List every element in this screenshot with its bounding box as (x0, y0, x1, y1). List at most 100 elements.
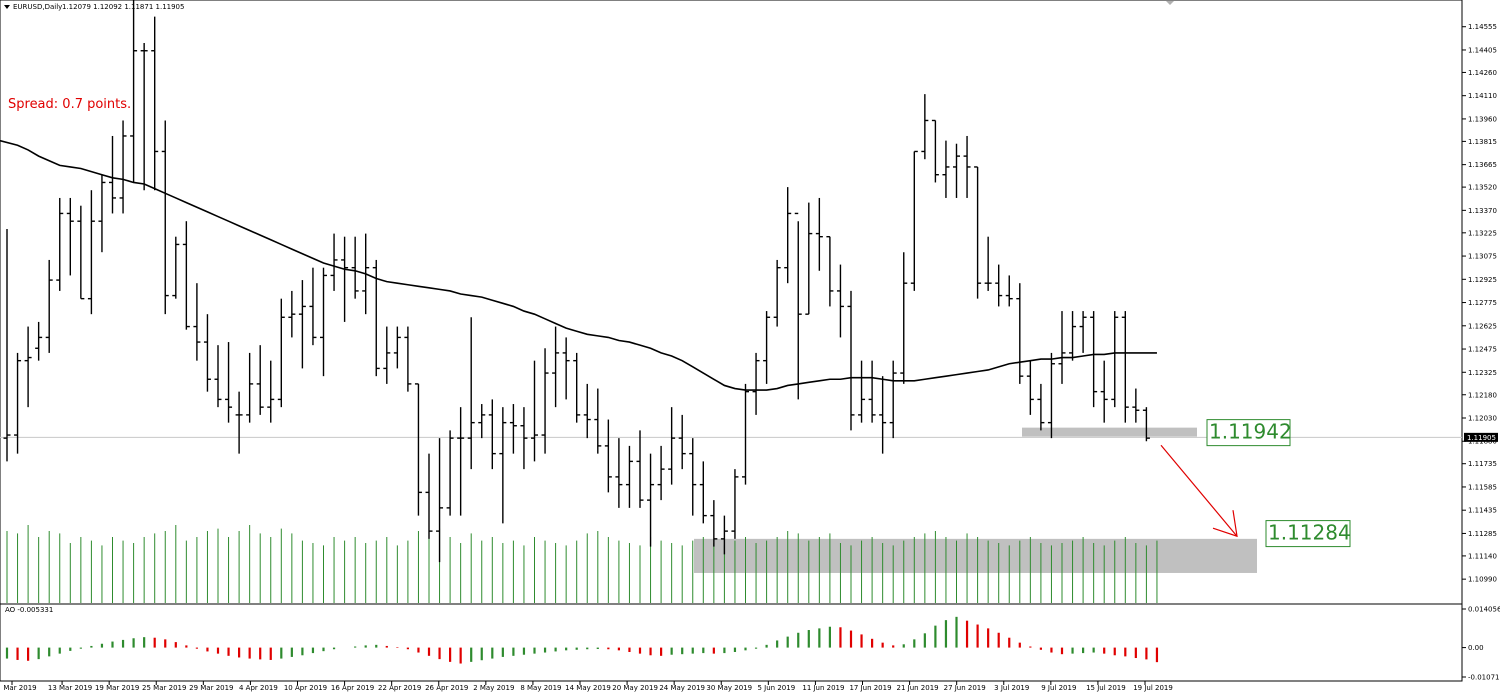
price-tick-label: 1.14555 (1468, 23, 1497, 31)
ohlc-bar (499, 407, 507, 524)
price-tick-label: 1.13075 (1468, 253, 1497, 261)
ohlc-bar (573, 352, 581, 423)
ohlc-bar (172, 236, 180, 299)
price-tick-label: 1.13960 (1468, 115, 1497, 123)
ohlc-bar (604, 419, 612, 493)
ohlc-bar (836, 264, 844, 338)
ohlc-bar (3, 228, 11, 462)
ohlc-bar (1047, 352, 1055, 439)
time-tick-label: 25 Mar 2019 (142, 684, 186, 692)
ohlc-bar (457, 407, 465, 516)
price-tick-label: 1.12475 (1468, 346, 1497, 354)
time-tick-label: 19 Jul 2019 (1133, 684, 1173, 692)
ohlc-bar (752, 352, 760, 415)
time-tick-label: 8 May 2019 (520, 684, 561, 692)
price-tick-label: 1.12625 (1468, 322, 1497, 330)
ohlc-bar (910, 150, 918, 291)
ohlc-bar (995, 264, 1003, 307)
time-tick-label: 21 Jun 2019 (897, 684, 939, 692)
volume-histogram (6, 525, 1158, 603)
ao-panel[interactable] (0, 603, 1463, 682)
ohlc-bar (235, 391, 243, 454)
time-tick-label: 26 Apr 2019 (425, 684, 468, 692)
price-tick-label: 1.11435 (1468, 507, 1497, 515)
ohlc-bar (763, 311, 771, 384)
ohlc-bar (404, 326, 412, 392)
ohlc-bar (45, 259, 53, 353)
ao-tick-label: 0.00 (1468, 644, 1484, 652)
ohlc-bar (868, 360, 876, 423)
ao-histogram (5, 616, 1159, 664)
current-price-label: 1.11905 (1467, 434, 1496, 442)
price-panel[interactable] (0, 0, 1463, 605)
ohlc-bar (858, 360, 866, 423)
time-tick-label: 9 Jul 2019 (1041, 684, 1076, 692)
ohlc-bar (1079, 311, 1087, 353)
ohlc-bar (805, 202, 813, 315)
ohlc-bar (1111, 311, 1119, 408)
ohlc-bar (341, 236, 349, 322)
ohlc-bar (1142, 407, 1150, 442)
ao-axis-ticks: 0.014056 0.00 -0.01071 (1462, 606, 1500, 682)
ohlc-bar (921, 94, 929, 160)
level-label-2: 1.11284 (1265, 520, 1351, 548)
ohlc-bar (1090, 311, 1098, 408)
price-tick-label: 1.14260 (1468, 69, 1497, 77)
time-tick-label: 4 Apr 2019 (239, 684, 278, 692)
time-tick-label: 13 Mar 2019 (48, 684, 92, 692)
ohlc-bar (583, 383, 591, 439)
time-tick-label: 20 May 2019 (612, 684, 658, 692)
ohlc-bar (182, 221, 190, 330)
ohlc-bar (794, 212, 802, 400)
ohlc-bar (984, 236, 992, 291)
ohlc-bar (953, 143, 960, 198)
ohlc-bar (668, 407, 676, 485)
price-tick-label: 1.12325 (1468, 369, 1497, 377)
ohlc-bar (98, 174, 106, 253)
ohlc-bar (931, 119, 939, 183)
ohlc-bar (214, 345, 222, 408)
spread-label: Spread: 0.7 points. (8, 97, 131, 112)
time-tick-label: 27 Jun 2019 (944, 684, 986, 692)
ohlc-bar (847, 290, 855, 431)
ohlc-bar (140, 42, 148, 191)
symbol-header: EURUSD,Daily (13, 3, 62, 11)
moving-average-line (0, 139, 1157, 391)
price-tick-label: 1.12180 (1468, 391, 1497, 399)
ohlc-bar (541, 348, 549, 454)
ohlc-bar (942, 140, 950, 198)
price-tick-label: 1.13815 (1468, 138, 1497, 146)
time-tick-label: 17 Jun 2019 (849, 684, 891, 692)
price-tick-label: 1.14405 (1468, 46, 1497, 54)
ao-tick-label: 0.014056 (1468, 606, 1500, 614)
collapse-triangle-icon[interactable] (4, 5, 10, 9)
forecast-arrow (1160, 444, 1238, 537)
ohlc-bar (1058, 311, 1066, 384)
ohlc-bar (1132, 388, 1140, 423)
price-tick-label: 1.11140 (1468, 552, 1497, 560)
price-tick-label: 1.13665 (1468, 161, 1497, 169)
ohlc-bar (636, 430, 644, 508)
time-tick-label: 19 Mar 2019 (95, 684, 139, 692)
ohlc-bar (351, 236, 359, 299)
time-tick-label: 10 Apr 2019 (284, 684, 327, 692)
ohlc-bar (900, 252, 908, 384)
ohlc-bar (731, 469, 739, 539)
ohlc-bar (35, 321, 43, 361)
support-zone-1 (1022, 427, 1197, 437)
level-label-1: 1.11942 (1206, 419, 1292, 447)
time-tick-label: 30 May 2019 (706, 684, 752, 692)
ohlc-bar (66, 197, 74, 276)
time-tick-label: 15 Jul 2019 (1086, 684, 1126, 692)
ao-tick-label: -0.01071 (1468, 674, 1499, 682)
ohlc-bar (446, 430, 454, 516)
ohlc-bar (699, 461, 707, 524)
time-tick-label: 5 Jun 2019 (758, 684, 796, 692)
ohlc-bar (298, 280, 306, 369)
chart-shift-marker-icon[interactable] (1166, 1, 1174, 5)
price-tick-label: 1.10990 (1468, 576, 1497, 584)
ohlc-bar (14, 352, 22, 454)
time-axis-ticks: Mar 2019 13 Mar 2019 19 Mar 2019 25 Mar 201… (3, 681, 1173, 692)
price-tick-label: 1.14110 (1468, 92, 1497, 100)
